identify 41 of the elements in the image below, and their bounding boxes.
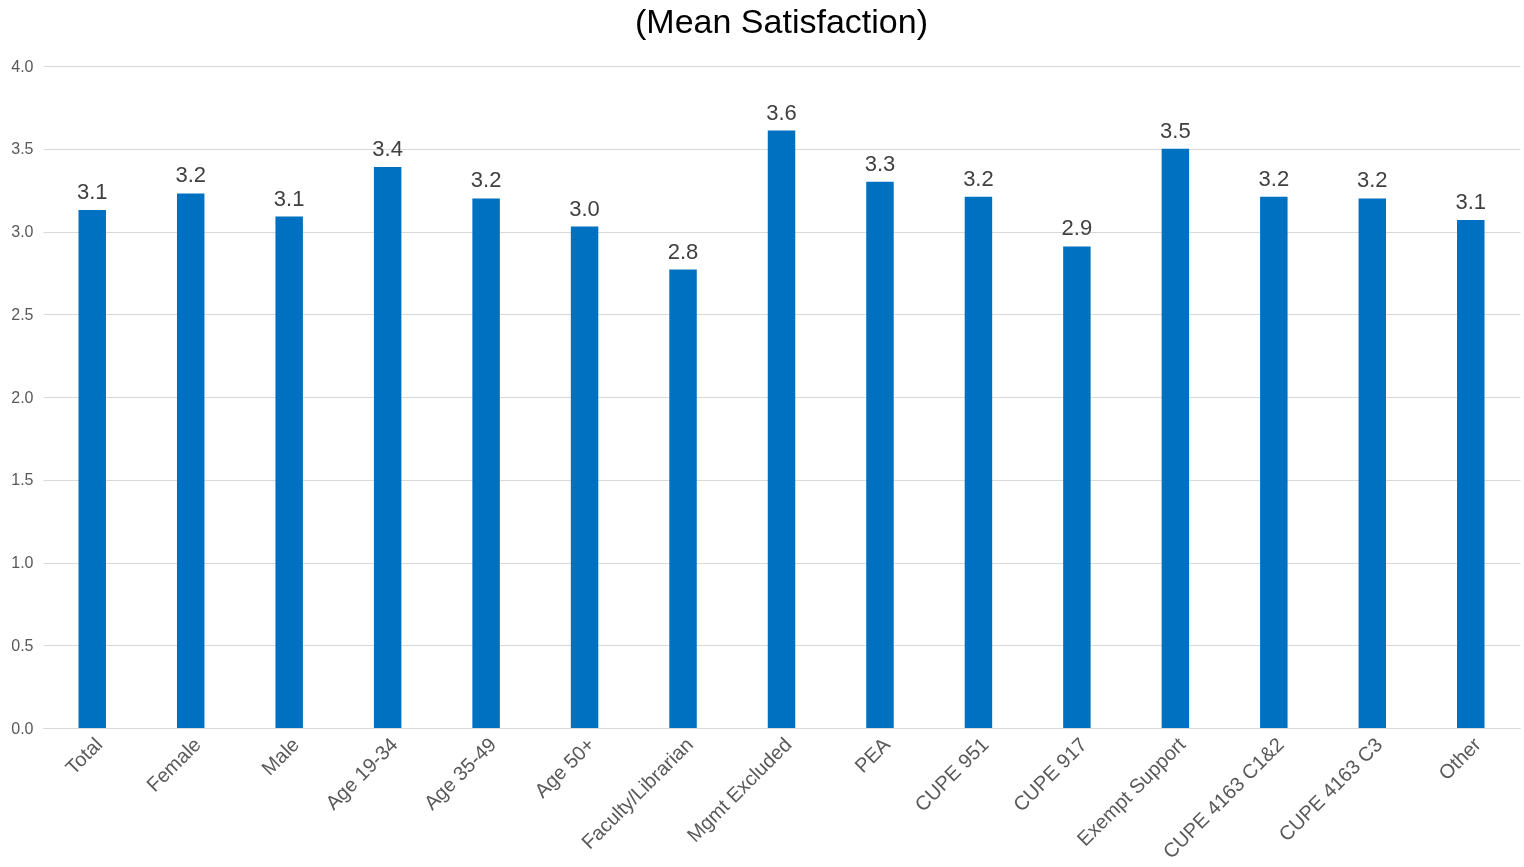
bar: [1457, 219, 1485, 728]
text: 3.0: [11, 223, 34, 240]
data-label: 2.9: [1061, 215, 1093, 241]
data-label: 3.1: [1455, 188, 1487, 214]
data-label: 2.8: [667, 238, 699, 264]
data-label: 3.2: [963, 165, 994, 191]
data-label: 3.0: [569, 195, 600, 221]
bar: [964, 196, 993, 728]
text: 1.0: [11, 554, 34, 571]
data-label: 3.2: [175, 162, 206, 188]
bar: [1063, 246, 1091, 728]
data-label: 3.3: [864, 150, 896, 176]
bar: [1260, 196, 1288, 728]
data-label: 3.6: [766, 99, 797, 125]
text: 4.0: [11, 57, 34, 75]
data-label: 3.2: [470, 167, 502, 193]
bar: [669, 269, 697, 728]
bar: [570, 226, 599, 728]
data-label: 3.2: [1258, 165, 1290, 191]
bar: [176, 193, 205, 728]
data-label: 3.4: [372, 135, 403, 161]
data-label: 3.1: [273, 185, 305, 211]
text: 0.5: [11, 636, 34, 654]
data-label: 3.1: [76, 178, 108, 204]
text: 0.0: [11, 719, 34, 737]
text: 2.0: [11, 388, 34, 406]
bar: [275, 216, 303, 728]
bar: [767, 130, 796, 728]
text: 1.5: [11, 471, 34, 489]
text: 2.5: [11, 305, 34, 323]
bar: [78, 209, 106, 728]
chart-title: (Mean Satisfaction): [635, 2, 928, 40]
bar: [1358, 198, 1387, 728]
bar: [866, 181, 894, 728]
data-label: 3.5: [1160, 117, 1191, 143]
data-label: 3.2: [1357, 167, 1388, 193]
x-tick-label: PEA: [850, 732, 895, 777]
text: 3.5: [11, 140, 34, 158]
bar: [373, 166, 402, 728]
bar: [472, 198, 500, 728]
bar: [1161, 148, 1190, 728]
